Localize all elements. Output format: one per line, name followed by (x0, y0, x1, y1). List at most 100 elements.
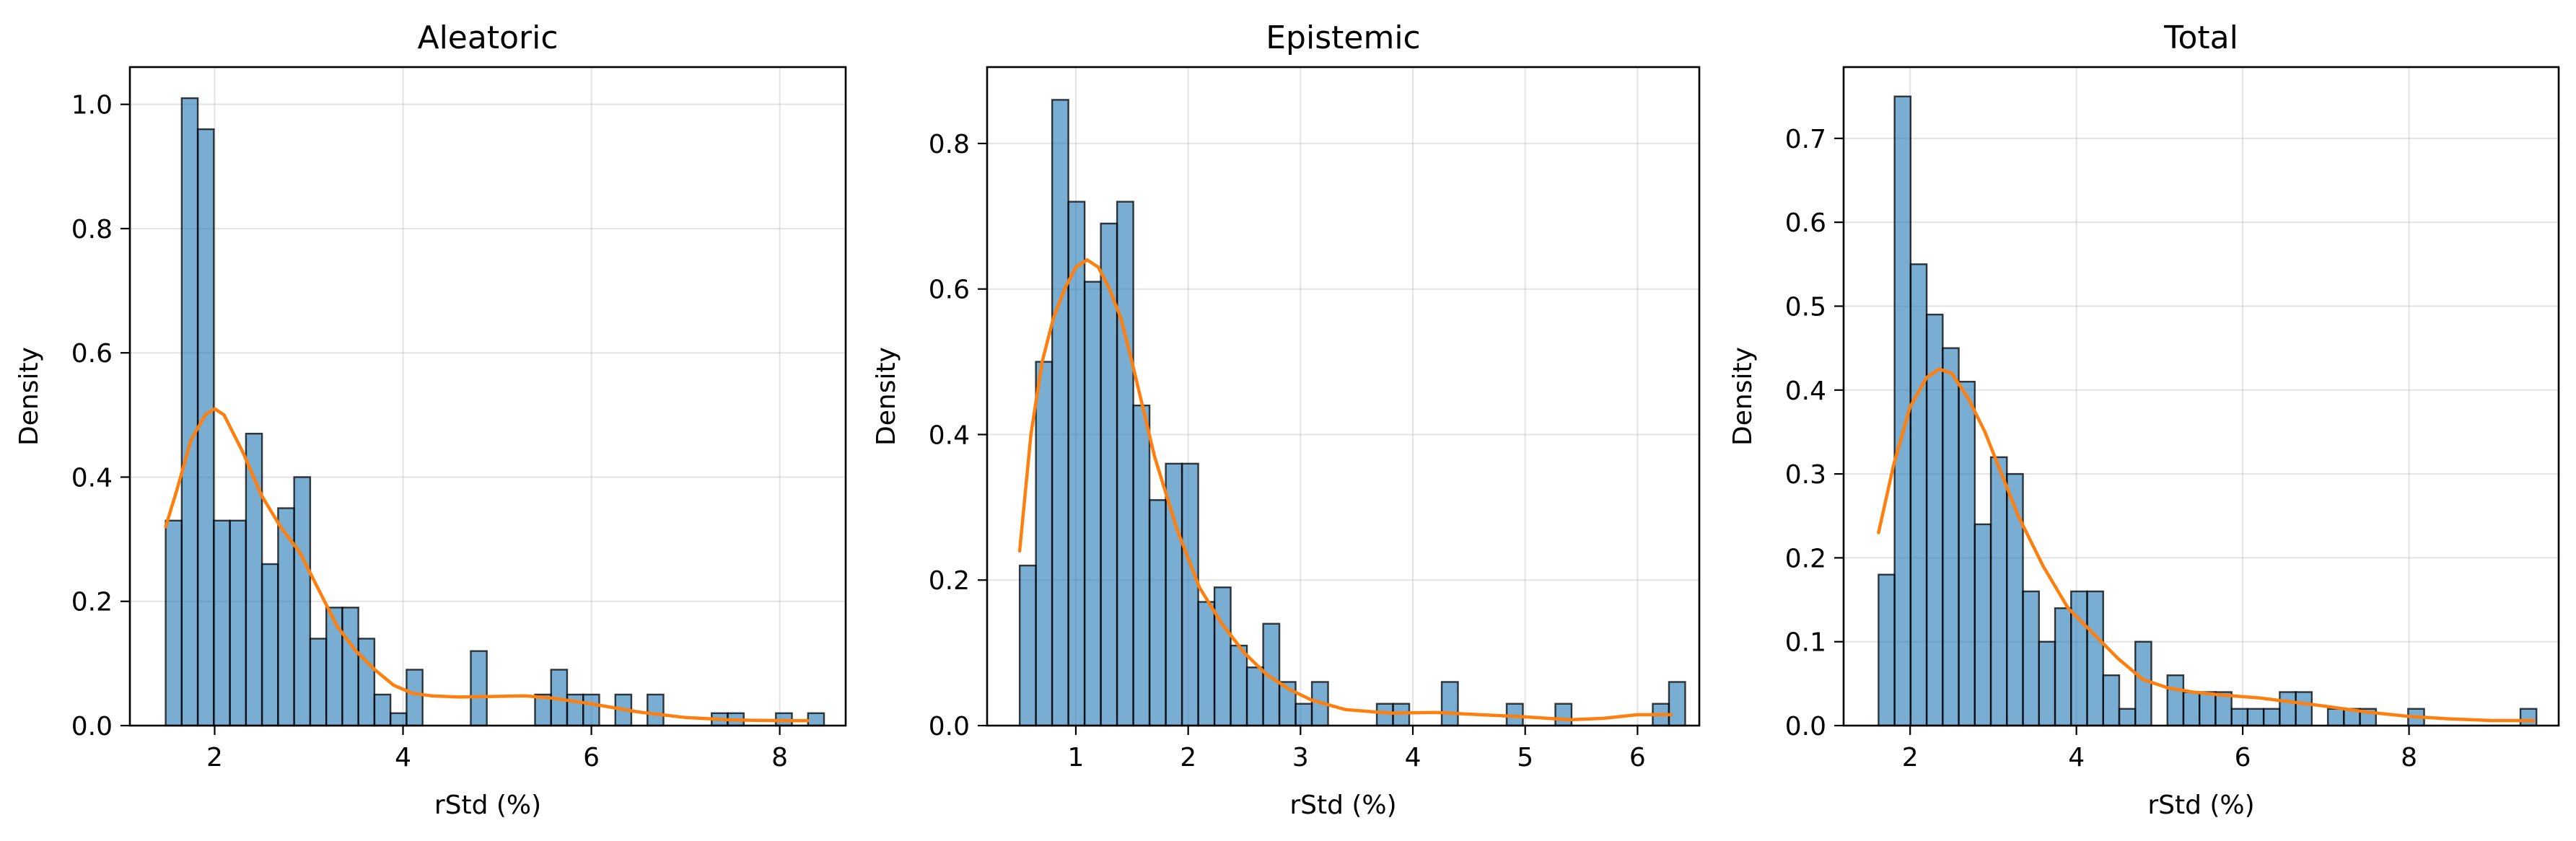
x-tick-label: 4 (2068, 743, 2085, 772)
histogram-bar (2102, 674, 2121, 727)
x-tick-label: 2 (206, 743, 223, 772)
y-tick-label: 0.6 (1785, 208, 1826, 238)
histogram-bar (1148, 499, 1167, 727)
x-tick-label: 2 (1180, 743, 1196, 772)
histogram-bar (2279, 691, 2297, 727)
y-axis-label: Density (14, 347, 44, 446)
histogram-bar (1180, 462, 1199, 727)
histogram-bar (229, 519, 247, 727)
x-tick-label: 1 (1068, 743, 1085, 772)
histogram-bar (1878, 573, 1896, 727)
histogram-bar (2198, 691, 2217, 727)
histogram-bar (2038, 640, 2056, 727)
y-tick-label: 0.6 (929, 276, 970, 305)
histogram-bar (1018, 564, 1037, 727)
histogram-bar (2086, 590, 2104, 727)
histogram-bar (1440, 681, 1459, 727)
y-axis-label: Density (1728, 347, 1758, 446)
x-tick-label: 6 (1629, 743, 1646, 772)
y-tick-label: 0.5 (1785, 292, 1826, 322)
histogram-bar (2295, 691, 2313, 727)
y-tick-label: 0.2 (71, 588, 113, 617)
x-tick-label: 4 (1405, 743, 1421, 772)
x-tick-label: 6 (2235, 743, 2251, 772)
histogram-bar (389, 712, 408, 727)
y-tick-label: 0.7 (1785, 125, 1826, 154)
histogram-bar (2326, 708, 2345, 727)
subplot-2: 1 2 3 4 5 6 0.0 0.2 0.4 0.6 0.8 Epistemic rStd (%) De… (872, 19, 1701, 820)
histogram-bar (1554, 703, 1573, 727)
histogram-bar (2166, 674, 2185, 727)
histogram-bar (2230, 708, 2249, 727)
y-tick-label: 0.4 (71, 463, 113, 493)
chart-title: Epistemic (1266, 19, 1420, 56)
histogram-bar (1197, 601, 1216, 727)
histogram-bar (406, 669, 424, 727)
y-tick-label: 0.4 (929, 420, 970, 450)
x-tick-label: 6 (583, 743, 600, 772)
y-tick-label: 0.0 (1785, 712, 1826, 741)
histogram-bar (1116, 201, 1134, 727)
histogram-bar (1230, 644, 1248, 727)
subplot-3: 2 4 6 8 0.0 0.1 0.2 0.3 0.4 0.5 0.6 0.7 Total rStd (%… (1728, 19, 2560, 820)
histogram-bar (1132, 404, 1151, 727)
y-tick-label: 0.0 (71, 712, 113, 741)
x-tick-label: 2 (1902, 743, 1919, 772)
histogram-bar (647, 693, 665, 727)
x-tick-label: 3 (1292, 743, 1309, 772)
histogram-bar (2118, 708, 2137, 727)
histogram-bar (2262, 708, 2281, 727)
histogram-bar (165, 519, 183, 727)
histogram-bar (2022, 590, 2040, 727)
histogram-bar (1958, 380, 1976, 727)
histogram-bar (1989, 456, 2008, 727)
y-tick-label: 1.0 (71, 91, 113, 120)
kde-curve (1877, 367, 2536, 723)
histogram-bar (2054, 607, 2072, 727)
y-tick-label: 0.2 (1785, 544, 1826, 573)
histogram-bar (1051, 99, 1069, 727)
y-tick-label: 0.8 (929, 130, 970, 159)
histogram-bar (1942, 347, 1960, 727)
histogram-bar (196, 128, 215, 727)
y-tick-label: 0.3 (1785, 460, 1826, 490)
subplot-1: 2 4 6 8 0.0 0.2 0.4 0.6 0.8 1.0 Aleatoric rStd (%) D… (14, 19, 847, 820)
histogram-bar (1245, 666, 1264, 727)
y-tick-label: 0.6 (71, 339, 113, 369)
chart-title: Aleatoric (417, 19, 558, 56)
histogram-bar (582, 693, 600, 727)
histogram-bar (470, 650, 488, 727)
x-tick-label: 4 (395, 743, 411, 772)
histogram-bar (2519, 708, 2538, 727)
x-tick-label: 5 (1517, 743, 1533, 772)
x-axis-label: rStd (%) (2147, 791, 2254, 820)
histogram-bar (1294, 703, 1313, 727)
x-axis-label: rStd (%) (1289, 791, 1396, 820)
y-tick-label: 0.4 (1785, 377, 1826, 406)
x-tick-label: 8 (771, 743, 788, 772)
histogram-bar (2134, 640, 2152, 727)
histogram-bar (807, 712, 825, 727)
histogram-bar (1668, 681, 1686, 727)
kde-curve (164, 407, 810, 723)
x-tick-label: 8 (2401, 743, 2417, 772)
axes-frame (128, 66, 847, 727)
histogram-bar (180, 97, 199, 727)
axes-frame (1842, 66, 2560, 727)
histogram-bar (1909, 263, 1928, 727)
histogram-bar (260, 563, 279, 727)
histogram-bar (1083, 281, 1102, 727)
y-tick-label: 0.2 (929, 566, 970, 596)
histogram-bar (309, 638, 328, 727)
x-axis-label: rStd (%) (434, 791, 541, 820)
histogram-bar (357, 638, 376, 727)
y-axis-label: Density (872, 347, 901, 446)
histogram-bar (1973, 523, 1992, 727)
y-tick-label: 0.8 (71, 215, 113, 245)
kde-curve (1017, 258, 1673, 722)
y-tick-label: 0.1 (1785, 628, 1826, 658)
axes-frame (986, 66, 1701, 727)
histogram-bar (2246, 708, 2265, 727)
histogram-bar (1035, 361, 1053, 727)
